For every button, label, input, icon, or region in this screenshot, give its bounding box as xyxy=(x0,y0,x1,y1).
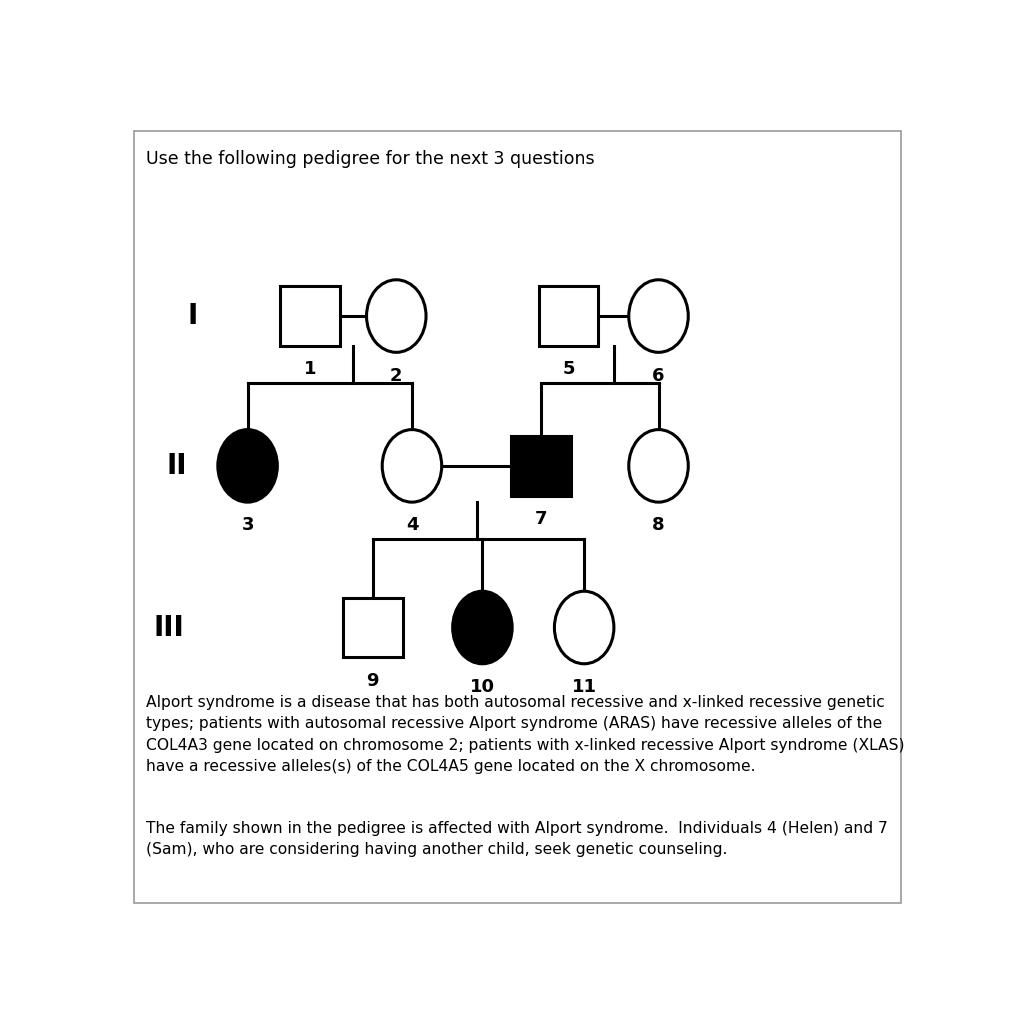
Ellipse shape xyxy=(629,280,688,352)
Text: II: II xyxy=(167,452,188,480)
Ellipse shape xyxy=(218,430,278,502)
Ellipse shape xyxy=(367,280,426,352)
Ellipse shape xyxy=(554,591,614,664)
Bar xyxy=(343,598,403,657)
Ellipse shape xyxy=(629,430,688,502)
Text: 9: 9 xyxy=(367,672,379,689)
Text: 7: 7 xyxy=(535,510,547,528)
Text: Use the following pedigree for the next 3 questions: Use the following pedigree for the next … xyxy=(145,151,595,169)
Text: 6: 6 xyxy=(652,367,665,385)
Text: III: III xyxy=(154,613,185,641)
Text: The family shown in the pedigree is affected with Alport syndrome.  Individuals : The family shown in the pedigree is affe… xyxy=(145,820,888,857)
Text: 4: 4 xyxy=(406,516,418,535)
Text: 10: 10 xyxy=(470,678,495,696)
Text: 2: 2 xyxy=(390,367,403,385)
Text: 1: 1 xyxy=(304,360,316,378)
Ellipse shape xyxy=(452,591,512,664)
Bar xyxy=(281,286,340,346)
Text: 11: 11 xyxy=(572,678,597,696)
Ellipse shape xyxy=(382,430,441,502)
Text: 5: 5 xyxy=(563,360,575,378)
Text: 3: 3 xyxy=(241,516,254,535)
Bar xyxy=(538,286,598,346)
Text: Alport syndrome is a disease that has both autosomal recessive and x-linked rece: Alport syndrome is a disease that has bo… xyxy=(145,694,904,774)
Text: 8: 8 xyxy=(652,516,665,535)
Text: I: I xyxy=(188,302,198,330)
Bar xyxy=(511,436,571,496)
